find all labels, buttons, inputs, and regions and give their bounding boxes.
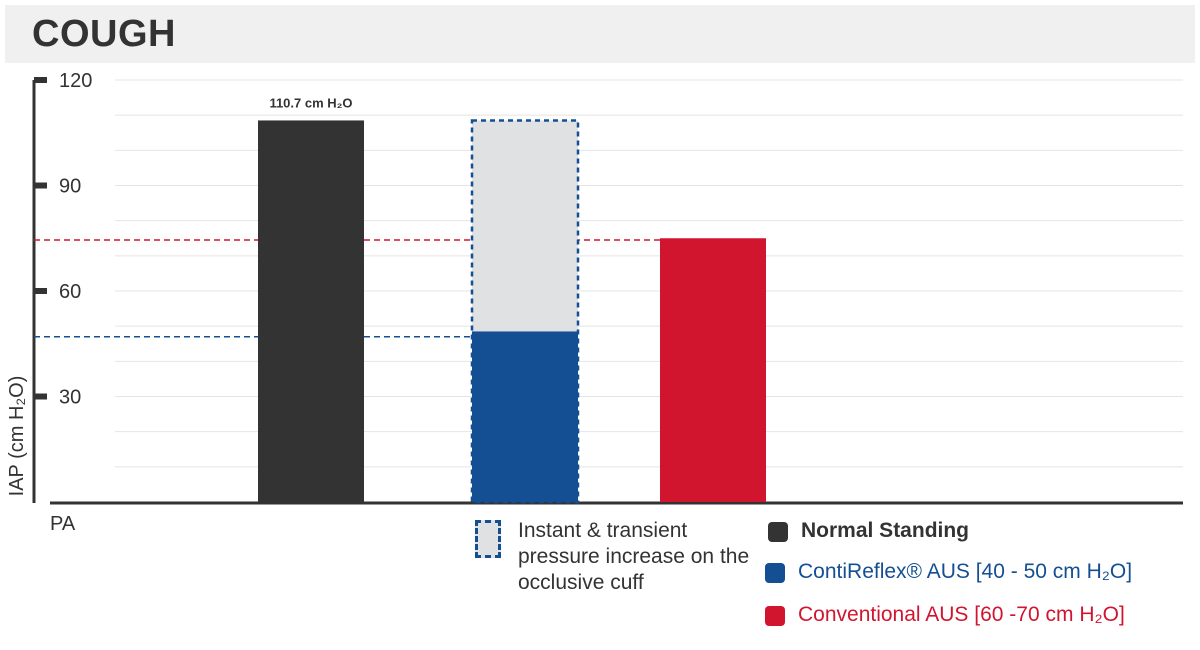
y-tick-label: 30	[59, 387, 81, 409]
bar-contireflex-transient	[472, 120, 578, 332]
title-bar: COUGH	[5, 5, 1195, 63]
y-tick-label: 90	[59, 176, 81, 198]
y-axis-label: IAP (cm H₂O)	[6, 376, 28, 497]
legend-label-normal: Normal Standing	[801, 519, 970, 542]
legend-label-contireflex: ContiReflex® AUS [40 - 50 cm H₂O]	[798, 560, 1133, 583]
y-tick-label: 60	[59, 281, 81, 303]
y-tick-mark	[34, 288, 47, 294]
y-tick-label: 120	[59, 70, 92, 92]
y-tick-mark	[34, 393, 47, 400]
bar-conventional	[660, 238, 766, 502]
transient-legend-label: Instant & transient pressure increase on…	[518, 519, 750, 594]
legend-swatch-contireflex	[765, 563, 785, 583]
bar-contireflex-outline	[470, 119, 580, 504]
chart-title: COUGH	[32, 13, 176, 55]
legend-swatch-normal	[768, 522, 788, 542]
x-axis-label: PA	[50, 513, 76, 535]
y-tick-mark	[34, 77, 47, 83]
y-tick-mark	[34, 182, 47, 189]
transient-legend-swatch	[475, 520, 501, 558]
legend-label-conventional: Conventional AUS [60 -70 cm H₂O]	[798, 603, 1125, 626]
data-label-normal: 110.7 cm H₂O	[269, 95, 352, 110]
bar-normal-standing	[258, 120, 364, 503]
bar-contireflex	[472, 331, 578, 502]
legend-swatch-conventional	[765, 606, 785, 626]
